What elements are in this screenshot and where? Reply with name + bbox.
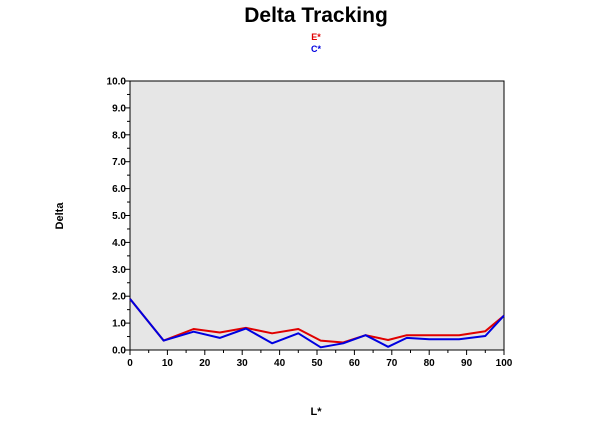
series-line-e [129, 298, 505, 344]
y-axis-label: Delta [54, 202, 66, 230]
x-axis-label: L* [311, 406, 323, 418]
series-line-c [129, 298, 505, 349]
chart-title: Delta Tracking [244, 4, 388, 27]
legend-item-e: E* [311, 32, 321, 42]
y-tick-label: 4.0 [112, 238, 126, 249]
x-tick-label: 20 [199, 358, 211, 369]
y-tick-label: 0.0 [112, 346, 126, 357]
x-tick-label: 90 [461, 358, 473, 369]
y-tick-label: 8.0 [112, 130, 126, 141]
series-lines [129, 298, 505, 349]
x-tick-label: 30 [237, 358, 249, 369]
x-tick-label: 60 [349, 358, 361, 369]
y-tick-label: 7.0 [112, 157, 126, 168]
y-tick-label: 10.0 [107, 77, 127, 88]
y-tick-label: 5.0 [112, 211, 126, 222]
y-tick-label: 1.0 [112, 319, 126, 330]
y-tick-label: 6.0 [112, 184, 126, 195]
x-tick-label: 70 [386, 358, 398, 369]
y-tick-label: 9.0 [112, 103, 126, 114]
x-tick-label: 40 [274, 358, 286, 369]
chart-legend: E* C* [311, 32, 321, 54]
x-axis: 0 10 20 30 40 50 60 70 80 90 100 [127, 350, 513, 369]
x-tick-label: 0 [127, 358, 133, 369]
y-tick-label: 2.0 [112, 292, 126, 303]
legend-item-c: C* [311, 44, 321, 54]
x-tick-label: 80 [424, 358, 436, 369]
plot-area [129, 80, 505, 351]
x-tick-label: 50 [311, 358, 323, 369]
y-tick-label: 3.0 [112, 265, 126, 276]
y-axis: 0.0 1.0 2.0 3.0 4.0 5.0 6.0 7.0 8.0 9.0 10.0 [107, 77, 130, 357]
x-tick-label: 100 [496, 358, 513, 369]
x-tick-label: 10 [162, 358, 174, 369]
